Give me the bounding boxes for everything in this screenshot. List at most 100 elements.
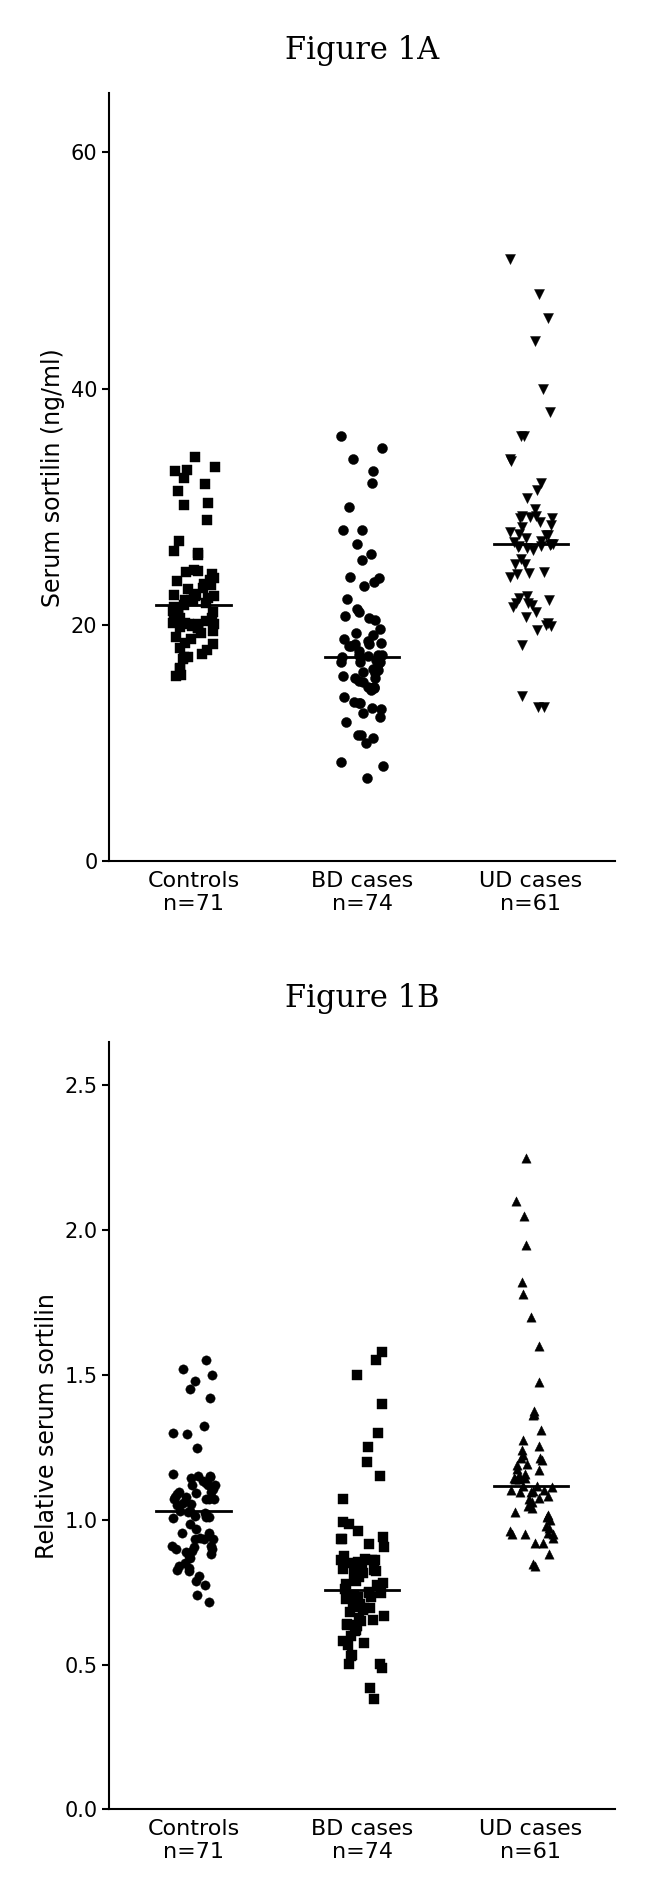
- Point: [210, 1470, 220, 1501]
- Point: [348, 1590, 358, 1620]
- Point: [371, 1556, 382, 1586]
- Point: [534, 1483, 544, 1514]
- Point: [339, 1573, 350, 1603]
- Point: [172, 1556, 183, 1586]
- Point: [526, 590, 537, 620]
- Point: [208, 1523, 218, 1554]
- Point: [205, 1463, 215, 1493]
- Point: [339, 624, 349, 654]
- Point: [504, 516, 515, 546]
- Point: [370, 1544, 381, 1575]
- Point: [204, 1483, 214, 1514]
- Point: [364, 1576, 374, 1607]
- Point: [379, 1533, 389, 1563]
- Point: [505, 562, 515, 592]
- Point: [341, 1584, 351, 1614]
- Point: [377, 1652, 387, 1683]
- Point: [187, 1537, 198, 1567]
- Point: [176, 660, 186, 691]
- Point: [173, 476, 183, 506]
- Point: [535, 1444, 545, 1474]
- Point: [354, 596, 364, 626]
- Point: [539, 556, 549, 586]
- Point: [346, 1641, 356, 1671]
- Point: [536, 531, 547, 562]
- Point: [543, 607, 553, 637]
- Point: [519, 1201, 529, 1231]
- Point: [358, 668, 368, 698]
- Point: [346, 632, 356, 662]
- Point: [183, 609, 194, 639]
- Point: [206, 1478, 216, 1508]
- Point: [201, 1499, 211, 1529]
- Point: [182, 455, 192, 486]
- Point: [344, 1597, 355, 1628]
- Point: [203, 1586, 214, 1616]
- Point: [505, 1516, 515, 1546]
- Point: [166, 1531, 177, 1561]
- Point: [337, 1483, 348, 1514]
- Point: [547, 1523, 558, 1554]
- Point: [538, 1529, 549, 1559]
- Point: [374, 563, 385, 594]
- Point: [339, 683, 350, 713]
- Point: [532, 615, 543, 645]
- Point: [353, 1546, 363, 1576]
- Point: [529, 1398, 539, 1428]
- Point: [188, 1531, 199, 1561]
- Point: [530, 1552, 540, 1582]
- Point: [531, 501, 541, 531]
- Point: [510, 1497, 520, 1527]
- Point: [336, 647, 346, 677]
- Point: [368, 723, 378, 753]
- Point: [174, 653, 185, 683]
- Point: [344, 491, 354, 522]
- Point: [508, 592, 519, 622]
- Point: [189, 579, 200, 609]
- Point: [181, 1482, 191, 1512]
- Point: [514, 520, 525, 550]
- Point: [509, 527, 519, 558]
- Point: [174, 1552, 184, 1582]
- Point: [355, 647, 365, 677]
- Point: [350, 1616, 360, 1647]
- Point: [367, 469, 377, 499]
- Point: [198, 573, 208, 603]
- Title: Figure 1B: Figure 1B: [285, 983, 439, 1015]
- Point: [348, 444, 358, 474]
- Point: [536, 467, 547, 497]
- Point: [346, 1622, 356, 1652]
- Point: [337, 660, 348, 691]
- Point: [512, 1455, 523, 1485]
- Point: [532, 1470, 542, 1501]
- Point: [335, 421, 346, 451]
- Point: [520, 548, 530, 579]
- Point: [506, 1519, 517, 1550]
- Point: [534, 1366, 545, 1396]
- Point: [208, 1474, 218, 1504]
- Point: [521, 524, 531, 554]
- Point: [337, 641, 348, 672]
- Point: [188, 586, 198, 617]
- Point: [378, 1601, 389, 1631]
- Point: [357, 516, 367, 546]
- Point: [378, 751, 389, 782]
- Point: [353, 1516, 363, 1546]
- Point: [189, 580, 200, 611]
- Point: [185, 624, 196, 654]
- Point: [208, 598, 218, 628]
- Point: [198, 1466, 208, 1497]
- Point: [200, 1497, 211, 1527]
- Point: [504, 444, 515, 474]
- Point: [344, 1548, 355, 1578]
- Point: [534, 1430, 544, 1461]
- Point: [517, 1425, 528, 1455]
- Point: [204, 565, 214, 596]
- Point: [179, 641, 190, 672]
- Point: [363, 1432, 374, 1463]
- Point: [352, 1582, 363, 1612]
- Point: [179, 1548, 190, 1578]
- Point: [545, 396, 555, 427]
- Point: [180, 609, 190, 639]
- Point: [183, 1556, 194, 1586]
